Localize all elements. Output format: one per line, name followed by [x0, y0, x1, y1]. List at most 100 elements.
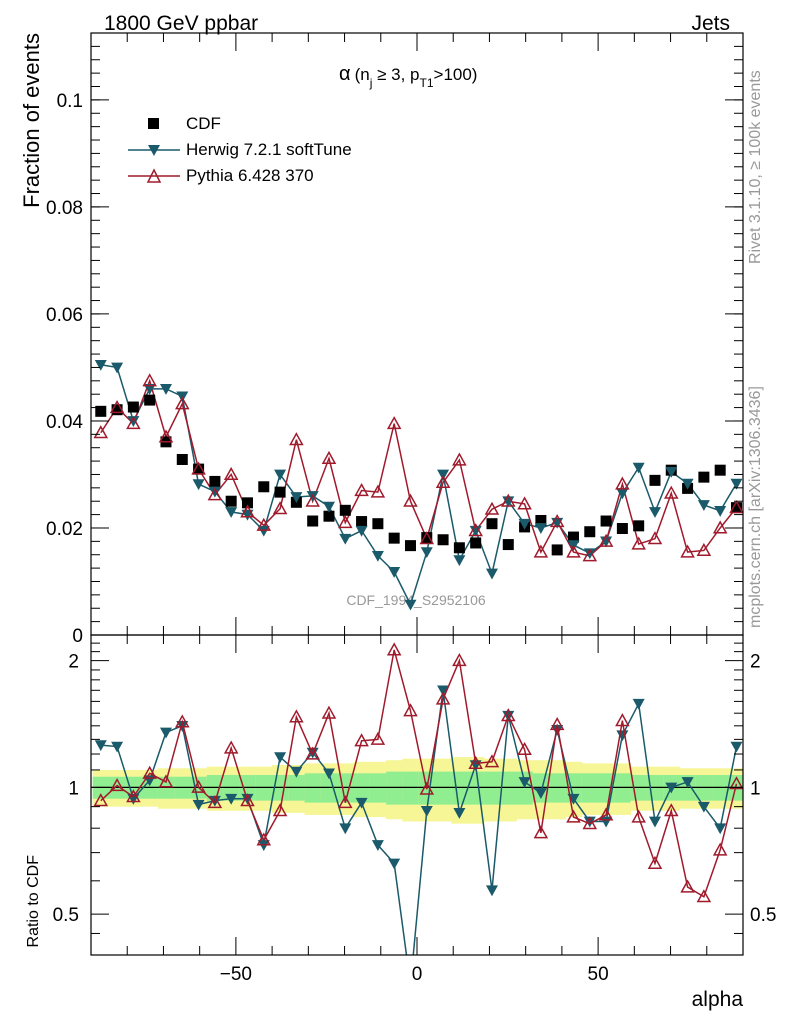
- pythia-point: [207, 487, 223, 501]
- herwig-line: [100, 364, 738, 607]
- pythia-ratio-point: [501, 708, 516, 722]
- herwig-point: [388, 567, 401, 578]
- ratio-tick-label-right: 1: [750, 778, 761, 799]
- herwig-point: [453, 555, 466, 567]
- cdf-point: [616, 523, 628, 535]
- pythia-point: [175, 396, 190, 410]
- pythia-point: [386, 416, 402, 430]
- pythia-ratio-point: [484, 754, 500, 768]
- y-tick-label: 0.08: [46, 198, 83, 219]
- herwig-ratio-point: [730, 741, 743, 753]
- herwig-point: [730, 478, 743, 490]
- herwig-point: [159, 384, 172, 395]
- x-tick-label: −50: [220, 964, 252, 985]
- pythia-ratio-point: [93, 793, 109, 807]
- herwig-ratio-point: [485, 885, 498, 897]
- y-tick-label: 0: [72, 626, 83, 647]
- cdf-point: [730, 502, 742, 514]
- pythia-point: [631, 536, 646, 550]
- x-tick-label: 0: [412, 964, 423, 985]
- herwig-ratio-point: [192, 799, 205, 811]
- pythia-point: [338, 515, 353, 529]
- cdf-point: [633, 520, 645, 532]
- pythia-point: [533, 544, 549, 558]
- mcplots-label: mcplots.cern.ch [arXiv:1306.3436]: [747, 386, 764, 628]
- ratio-band-inner: [500, 771, 517, 805]
- pythia-ratio-point: [729, 776, 743, 790]
- cdf-point: [95, 405, 107, 417]
- herwig-point: [274, 469, 287, 481]
- plot-title: α (nj ≥ 3, pT1>100): [339, 63, 477, 90]
- pythia-ratio-point: [452, 653, 467, 667]
- herwig-ratio-point: [681, 777, 694, 788]
- ratio-band-inner: [516, 771, 534, 805]
- pythia-point: [501, 493, 516, 507]
- y-tick-label: 0.04: [46, 412, 83, 433]
- cdf-point: [241, 497, 253, 509]
- cdf-point: [421, 532, 433, 544]
- herwig-point: [632, 462, 645, 474]
- cdf-point: [714, 464, 726, 476]
- pythia-point: [126, 416, 141, 430]
- pythia-ratio-point: [191, 779, 206, 793]
- pythia-line: [100, 378, 738, 557]
- cdf-point: [323, 510, 335, 522]
- herwig-point: [648, 507, 661, 518]
- pythia-point: [142, 373, 157, 387]
- y-tick-label: 0.06: [46, 305, 83, 326]
- herwig-ratio-point: [437, 685, 450, 697]
- cdf-point: [127, 401, 139, 413]
- pythia-ratio-point: [403, 703, 418, 717]
- ratio-tick-label: 2: [68, 652, 79, 673]
- herwig-ratio-point: [583, 816, 596, 828]
- cdf-point: [698, 471, 710, 483]
- pythia-ratio-point: [664, 803, 679, 817]
- herwig-point: [534, 523, 547, 534]
- pythia-ratio-point: [126, 789, 141, 803]
- ratio-tick-label: 1: [68, 778, 79, 799]
- herwig-point: [355, 525, 368, 537]
- ratio-plot: −50 0 50 0.5 0.5 1 1 2 2: [53, 634, 776, 985]
- pythia-point: [321, 450, 337, 464]
- cdf-point: [111, 404, 123, 416]
- x-axis-label: alpha: [692, 988, 744, 1011]
- pythia-ratio-point: [207, 795, 223, 809]
- herwig-ratio-point: [159, 727, 172, 739]
- pythia-point: [647, 531, 663, 545]
- herwig-point: [127, 416, 140, 427]
- legend-pythia-marker: [146, 168, 162, 183]
- pythia-ratio-point: [109, 778, 125, 792]
- ratio-band-inner: [386, 771, 403, 805]
- pythia-point: [256, 517, 272, 531]
- cdf-point: [404, 540, 416, 552]
- pythia-point: [484, 501, 500, 515]
- pythia-point: [272, 501, 288, 515]
- pythia-ratio-point: [533, 825, 549, 839]
- cdf-point: [535, 514, 547, 526]
- herwig-point: [192, 479, 205, 491]
- herwig-ratio-point: [534, 788, 547, 799]
- pythia-ratio-point: [696, 889, 712, 903]
- pythia-point: [223, 466, 239, 481]
- pythia-ratio-point: [468, 755, 483, 769]
- ratio-ylabel: Ratio to CDF: [25, 855, 42, 948]
- pythia-point: [582, 548, 598, 562]
- pythia-point: [93, 425, 109, 439]
- pythia-ratio-point: [615, 713, 630, 727]
- header-left: 1800 GeV ppbar: [104, 12, 258, 35]
- cdf-point: [176, 453, 188, 465]
- herwig-ratio-point: [274, 752, 287, 764]
- pythia-ratio-point: [631, 809, 646, 823]
- herwig-ratio-point: [632, 698, 645, 710]
- herwig-ratio-point: [339, 823, 352, 835]
- pythia-ratio-point: [566, 809, 581, 823]
- herwig-point: [290, 492, 303, 503]
- x-tick-label: 50: [588, 964, 609, 985]
- y-tick-label: 0.02: [46, 519, 83, 540]
- cdf-point: [274, 486, 286, 498]
- ratio-series: [93, 642, 743, 955]
- herwig-point: [371, 551, 384, 562]
- herwig-point: [420, 547, 433, 559]
- pythia-ratio-point: [386, 642, 402, 656]
